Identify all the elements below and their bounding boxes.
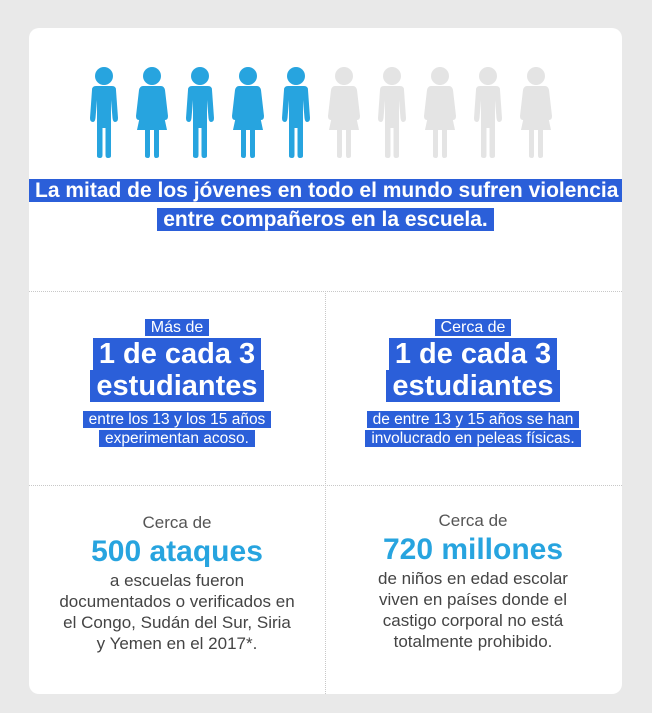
stat-fights: Cerca de 1 de cada 3 estudiantes de entr…: [325, 318, 621, 448]
girl-person-icon: [228, 66, 268, 158]
boy-person-icon: [180, 66, 220, 158]
people-icons-row: [84, 66, 564, 158]
stat-attacks: Cerca de 500 ataques a escuelas fueron d…: [29, 512, 325, 654]
boy-person-icon: [276, 66, 316, 158]
stat-corporal-description: de niños en edad escolar viven en países…: [378, 569, 568, 651]
boy-person-icon: [468, 66, 508, 158]
girl-person-icon: [420, 66, 460, 158]
stat-fights-value: 1 de cada 3 estudiantes: [386, 338, 560, 402]
stat-bullying-description: entre los 13 y los 15 años experimentan …: [82, 411, 272, 447]
divider-vertical: [325, 291, 326, 694]
stat-bullying-value: 1 de cada 3 estudiantes: [90, 338, 264, 402]
stat-corporal-value: 720 millones: [382, 533, 564, 566]
stat-corporal: Cerca de 720 millones de niños en edad e…: [325, 510, 621, 652]
stat-bullying: Más de 1 de cada 3 estudiantes entre los…: [29, 318, 325, 448]
boy-person-icon: [372, 66, 412, 158]
girl-person-icon: [132, 66, 172, 158]
stat-attacks-prefix: Cerca de: [142, 513, 212, 532]
stat-bullying-prefix: Más de: [144, 319, 210, 336]
stat-attacks-description: a escuelas fueron documentados o verific…: [59, 571, 295, 653]
stat-attacks-value: 500 ataques: [91, 535, 263, 568]
headline: La mitad de los jóvenes en todo el mundo…: [29, 176, 622, 234]
girl-person-icon: [516, 66, 556, 158]
stat-fights-prefix: Cerca de: [434, 319, 512, 336]
stat-corporal-prefix: Cerca de: [438, 511, 508, 530]
boy-person-icon: [84, 66, 124, 158]
infographic-card: La mitad de los jóvenes en todo el mundo…: [29, 28, 622, 694]
stat-fights-description: de entre 13 y 15 años se han involucrado…: [365, 411, 581, 447]
headline-text: La mitad de los jóvenes en todo el mundo…: [29, 179, 622, 231]
girl-person-icon: [324, 66, 364, 158]
